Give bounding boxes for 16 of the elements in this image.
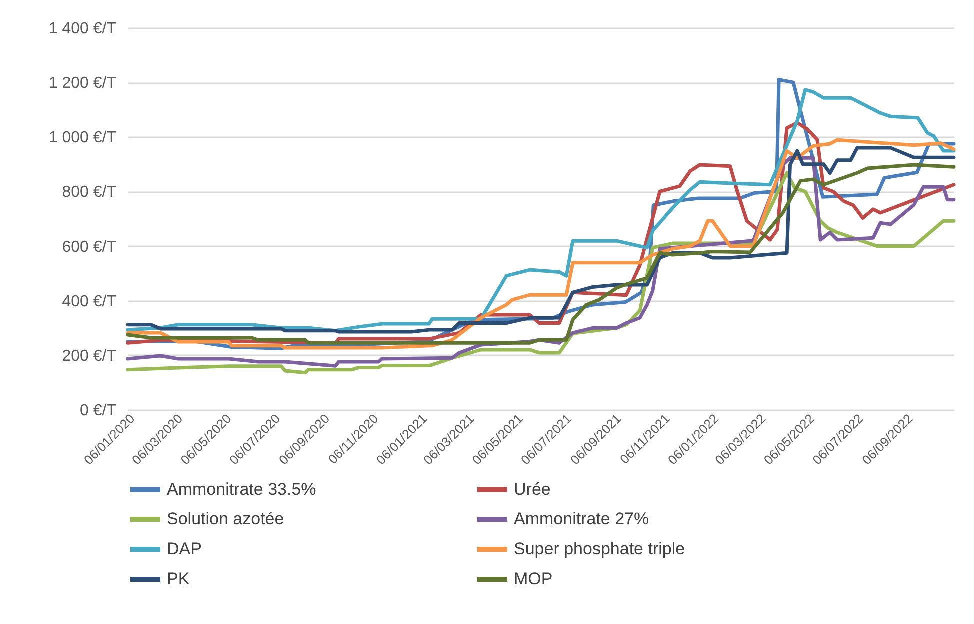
y-tick-label: 400 €/T [62,293,117,310]
legend-label: PK [167,570,190,588]
legend-label: Ammonitrate 27% [514,510,650,528]
y-tick-label: 800 €/T [62,184,117,202]
y-tick-label: 200 €/T [62,348,117,365]
legend-label: Urée [514,480,551,499]
y-tick-label: 0 €/T [80,402,117,420]
legend-label: Solution azotée [167,510,284,528]
y-tick-label: 1 400 €/T [48,20,117,38]
legend-label: DAP [167,540,202,558]
legend-label: Ammonitrate 33.5% [167,480,316,499]
y-tick-label: 600 €/T [62,238,117,256]
legend-label: MOP [514,570,553,588]
y-tick-label: 1 000 €/T [48,130,117,147]
y-tick-label: 1 200 €/T [48,75,117,92]
legend-label: Super phosphate triple [514,540,686,558]
